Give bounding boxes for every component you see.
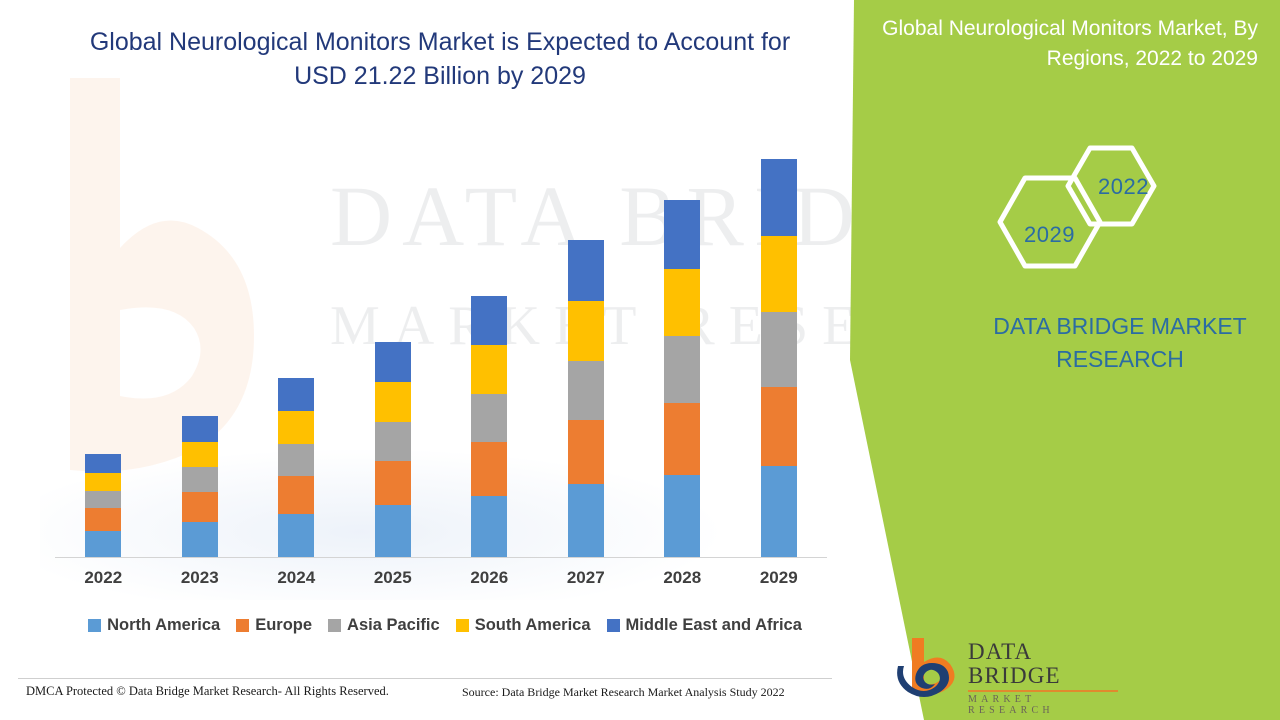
bar-column [278, 377, 315, 557]
bar-segment [567, 483, 604, 557]
bar-segment [374, 382, 411, 423]
legend-item[interactable]: North America [88, 616, 220, 635]
bar-column [374, 341, 411, 557]
footer-divider [18, 678, 832, 679]
x-axis-label: 2028 [663, 568, 702, 587]
bar-segment [85, 491, 122, 509]
bar-column [760, 159, 797, 557]
legend-item[interactable]: Europe [236, 616, 312, 635]
bar-segment [760, 235, 797, 312]
bar-segment [471, 295, 508, 346]
panel-title: Global Neurological Monitors Market, By … [882, 17, 1258, 71]
legend-label: South America [474, 616, 591, 634]
x-axis-label: 2027 [566, 568, 605, 587]
x-axis-label: 2025 [373, 568, 412, 587]
legend-label: North America [107, 616, 221, 634]
panel-brand-line2: RESEARCH [1056, 346, 1184, 373]
x-axis-label: 2022 [84, 568, 123, 587]
bar-segment [181, 441, 218, 468]
legend-item[interactable]: Middle East and Africa [606, 616, 802, 635]
bar-column [85, 453, 122, 557]
panel-brand-text: DATA BRIDGE MARKET RESEARCH [960, 310, 1280, 377]
bar-segment [85, 508, 122, 531]
logo-line2: MARKET RESEARCH [968, 694, 1054, 717]
green-side-panel [850, 0, 1280, 720]
bar-column [567, 240, 604, 557]
data-bridge-logo-words: DATA BRIDGE MARKET RESEARCH [968, 639, 1118, 717]
bar-column [181, 415, 218, 557]
chart: 2022 2023 2024 2025 2026 2027 2028 2029 [55, 150, 827, 588]
bar-segment [664, 268, 701, 337]
chart-legend: North America Europe Asia Pacific South Ame… [50, 616, 840, 635]
legend-swatch-icon [328, 619, 342, 632]
bar-segment [760, 159, 797, 236]
x-axis-label: 2023 [180, 568, 219, 587]
bar-segment [85, 453, 122, 473]
legend-item[interactable]: South America [455, 616, 591, 635]
bar-segment [567, 301, 604, 361]
footer-source: Source: Data Bridge Market Research Mark… [462, 685, 785, 699]
bar-segment [278, 513, 315, 557]
bar-segment [181, 467, 218, 492]
x-axis-label: 2024 [277, 568, 316, 587]
hexagon-2029-shape [997, 175, 1103, 269]
data-bridge-logo: DATA BRIDGE MARKET RESEARCH [890, 634, 1120, 716]
bar-segment [278, 443, 315, 476]
chart-bars [55, 150, 827, 557]
legend-swatch-icon [455, 619, 469, 632]
bar-segment [374, 505, 411, 557]
bar-segment [181, 415, 218, 442]
bar-segment [374, 341, 411, 383]
bar-segment [278, 411, 315, 444]
bar-column [471, 295, 508, 557]
bar-segment [471, 495, 508, 557]
bar-segment [760, 311, 797, 387]
bar-segment [760, 465, 797, 557]
x-axis-label: 2026 [470, 568, 509, 587]
bar-segment [567, 360, 604, 420]
bar-segment [85, 530, 122, 557]
bar-segment [760, 386, 797, 466]
chart-baseline-axis [55, 557, 827, 558]
chart-x-axis-labels: 2022 2023 2024 2025 2026 2027 2028 2029 [55, 568, 827, 588]
hexagon-2022-label: 2022 [1098, 174, 1149, 199]
logo-divider [968, 690, 1118, 693]
bar-segment [664, 403, 701, 475]
data-bridge-logo-mark [890, 636, 962, 698]
bar-segment [471, 345, 508, 395]
hexagon-2029-label: 2029 [1024, 222, 1075, 247]
bar-segment [374, 422, 411, 462]
bar-segment [471, 394, 508, 443]
bar-segment [471, 442, 508, 496]
bar-segment [181, 522, 218, 557]
hexagon-group [960, 130, 1200, 290]
bar-segment [181, 491, 218, 523]
legend-label: Europe [255, 616, 313, 634]
bar-segment [85, 472, 122, 491]
bar-segment [664, 336, 701, 404]
page-title: Global Neurological Monitors Market is E… [89, 28, 791, 90]
legend-label: Asia Pacific [347, 616, 440, 634]
legend-swatch-icon [236, 619, 250, 632]
hexagon-2022-shape [1065, 145, 1157, 227]
bar-segment [664, 199, 701, 269]
legend-swatch-icon [606, 619, 620, 632]
panel-brand-line1: DATA BRIDGE MARKET [993, 313, 1247, 339]
bar-segment [567, 419, 604, 484]
logo-line1: DATA BRIDGE [968, 639, 1061, 689]
bar-segment [567, 240, 604, 302]
legend-item[interactable]: Asia Pacific [328, 616, 440, 635]
bar-column [664, 199, 701, 557]
footer-copyright: DMCA Protected © Data Bridge Market Rese… [26, 684, 389, 698]
x-axis-label: 2029 [759, 568, 798, 587]
bar-segment [278, 377, 315, 412]
bar-segment [278, 475, 315, 514]
legend-swatch-icon [88, 619, 102, 632]
bar-segment [374, 461, 411, 506]
bar-segment [664, 474, 701, 557]
legend-label: Middle East and Africa [625, 616, 802, 634]
